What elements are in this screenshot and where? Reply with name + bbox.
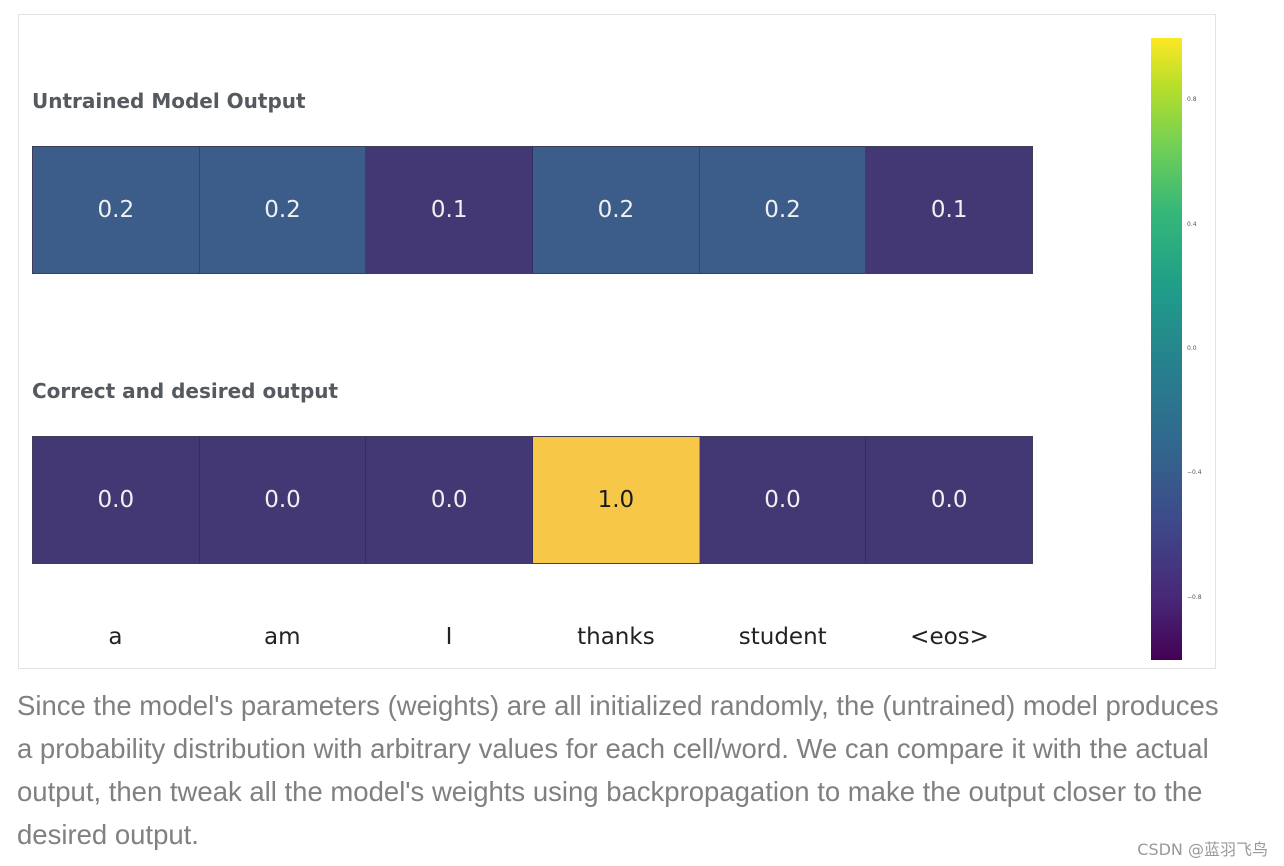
heatmap-cell: 0.2 xyxy=(33,147,200,273)
untrained-output-title: Untrained Model Output xyxy=(32,89,306,113)
heatmap-cell: 0.0 xyxy=(866,437,1033,563)
heatmap-cell: 0.2 xyxy=(199,147,367,273)
category-label: thanks xyxy=(577,624,655,650)
heatmap-cell: 0.1 xyxy=(366,147,534,273)
colorbar-tick-label: 0.8 xyxy=(1187,96,1197,104)
colorbar xyxy=(1151,38,1182,660)
colorbar-tick-label: 0.4 xyxy=(1187,220,1197,228)
heatmap-cell: 0.0 xyxy=(699,437,867,563)
watermark: CSDN @蓝羽飞鸟 xyxy=(1137,840,1268,859)
heatmap-cell: 1.0 xyxy=(533,437,700,563)
colorbar-tick-label: 0.0 xyxy=(1187,345,1197,352)
caption-text: Since the model's parameters (weights) a… xyxy=(17,690,1219,850)
colorbar-tick-label: −0.8 xyxy=(1187,593,1202,601)
category-label: I xyxy=(445,624,453,650)
category-label: <eos> xyxy=(910,624,989,650)
category-label: a xyxy=(108,624,123,650)
heatmap-cell: 0.2 xyxy=(533,147,700,273)
colorbar-tick-label: −0.4 xyxy=(1187,469,1202,477)
category-label: am xyxy=(263,624,301,650)
desired-output-title: Correct and desired output xyxy=(32,379,339,403)
desired-output-row: 0.0 0.0 0.0 1.0 0.0 0.0 xyxy=(32,436,1033,564)
untrained-output-row: 0.2 0.2 0.1 0.2 0.2 0.1 xyxy=(32,146,1033,274)
heatmap-cell: 0.0 xyxy=(33,437,200,563)
heatmap-cell: 0.2 xyxy=(699,147,867,273)
heatmap-cell: 0.1 xyxy=(866,147,1033,273)
category-label: student xyxy=(738,624,827,650)
heatmap-cell: 0.0 xyxy=(366,437,534,563)
heatmap-cell: 0.0 xyxy=(199,437,367,563)
